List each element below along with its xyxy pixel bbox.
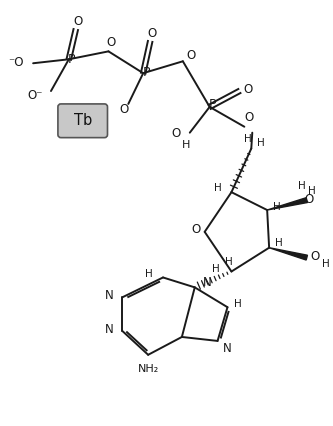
Text: H: H xyxy=(181,140,190,150)
Text: O: O xyxy=(186,49,195,62)
Text: H: H xyxy=(257,138,265,147)
Text: N: N xyxy=(203,276,211,289)
Text: P: P xyxy=(143,66,150,79)
Text: H: H xyxy=(308,186,316,196)
Text: H: H xyxy=(146,270,153,279)
Text: H: H xyxy=(244,134,252,144)
Text: O: O xyxy=(120,104,129,116)
Text: ⁻O: ⁻O xyxy=(9,56,24,69)
Text: H: H xyxy=(214,183,221,193)
Text: H: H xyxy=(212,264,219,273)
Text: H: H xyxy=(233,299,241,309)
Text: N: N xyxy=(222,343,231,355)
Text: N: N xyxy=(105,289,114,302)
Text: O⁻: O⁻ xyxy=(28,89,43,103)
FancyBboxPatch shape xyxy=(58,104,108,138)
Text: H: H xyxy=(273,202,281,212)
Text: H: H xyxy=(322,259,330,268)
Text: O: O xyxy=(148,27,157,40)
Polygon shape xyxy=(269,248,307,260)
Text: O: O xyxy=(304,193,313,206)
Text: H: H xyxy=(224,256,232,267)
Text: N: N xyxy=(105,322,114,336)
Text: O: O xyxy=(107,36,116,49)
Text: H: H xyxy=(298,181,306,191)
Text: Tb: Tb xyxy=(74,113,92,128)
Text: O: O xyxy=(245,111,254,124)
Text: O: O xyxy=(310,250,319,263)
Polygon shape xyxy=(267,198,307,210)
Text: O: O xyxy=(73,15,82,28)
Text: O: O xyxy=(191,223,200,236)
Text: P: P xyxy=(209,98,216,112)
Text: NH₂: NH₂ xyxy=(138,364,159,374)
Text: O: O xyxy=(171,127,181,140)
Text: H: H xyxy=(275,238,283,248)
Text: P: P xyxy=(68,53,76,66)
Text: O: O xyxy=(244,83,253,95)
